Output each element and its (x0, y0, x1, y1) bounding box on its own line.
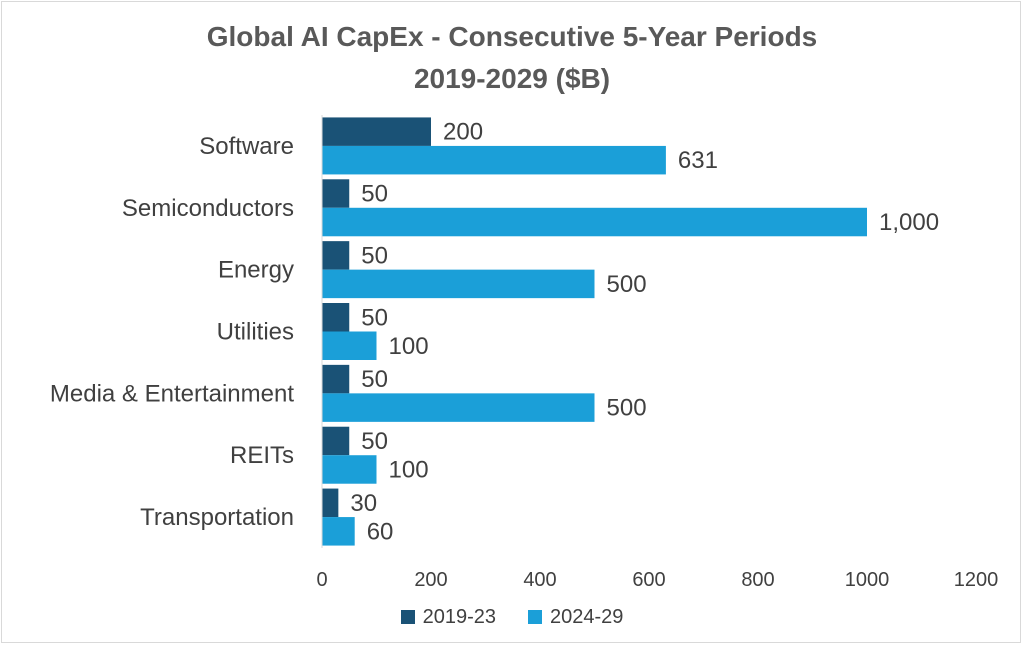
category-label: Semiconductors (122, 195, 294, 222)
bar-2024-29 (322, 331, 377, 360)
data-label: 631 (678, 147, 718, 174)
bar-2019-23 (322, 364, 350, 394)
x-tick-label: 600 (632, 569, 665, 591)
x-tick-label: 1000 (845, 569, 890, 591)
bar-2024-29 (322, 455, 377, 484)
bar-2024-29 (322, 145, 666, 175)
category-label: Software (199, 133, 294, 160)
category-label: Utilities (217, 319, 294, 346)
legend: 2019-23 2024-29 (0, 602, 1024, 632)
data-label: 200 (443, 119, 483, 146)
bar-chart: Software 200 631 Semiconductors 50 1,000 Energ… (50, 115, 999, 591)
x-tick-label: 0 (316, 569, 327, 591)
data-label: 500 (607, 271, 647, 298)
data-label: 60 (367, 518, 394, 545)
legend-swatch (528, 610, 542, 624)
data-label: 30 (350, 490, 377, 517)
chart-subtitle: 2019-2029 ($B) (413, 63, 611, 94)
bar-2024-29 (322, 393, 595, 422)
bar-2019-23 (322, 303, 350, 332)
bar-2019-23 (322, 179, 350, 208)
chart-title: Global AI CapEx - Consecutive 5-Year Per… (206, 21, 818, 52)
x-tick-label: 800 (741, 569, 774, 591)
data-label: 50 (361, 428, 388, 455)
bar-2024-29 (322, 517, 355, 546)
category-label: Transportation (140, 504, 294, 531)
data-label: 100 (389, 333, 429, 360)
x-tick-label: 200 (414, 569, 447, 591)
data-label: 50 (361, 304, 388, 331)
x-tick-label: 400 (523, 569, 556, 591)
x-tick-label: 1200 (954, 569, 999, 591)
data-label: 500 (607, 395, 647, 422)
legend-swatch (400, 610, 415, 624)
category-label: REITs (230, 442, 294, 469)
data-label: 1,000 (879, 209, 939, 236)
legend-item: 2019-23 (400, 605, 496, 629)
bar-2024-29 (322, 207, 867, 237)
legend-item: 2024-29 (528, 606, 623, 629)
data-label: 100 (389, 456, 429, 483)
data-label: 50 (361, 366, 388, 393)
category-label: Energy (218, 257, 294, 284)
bar-2019-23 (322, 117, 431, 146)
legend-label: 2019-23 (422, 605, 496, 628)
data-label: 50 (361, 181, 388, 208)
bar-2019-23 (322, 426, 350, 456)
legend-label: 2024-29 (550, 605, 624, 628)
bar-2019-23 (322, 241, 350, 270)
bar-2019-23 (322, 488, 339, 518)
category-label: Media & Entertainment (50, 380, 294, 407)
data-label: 50 (361, 242, 388, 269)
bar-2024-29 (322, 269, 595, 299)
